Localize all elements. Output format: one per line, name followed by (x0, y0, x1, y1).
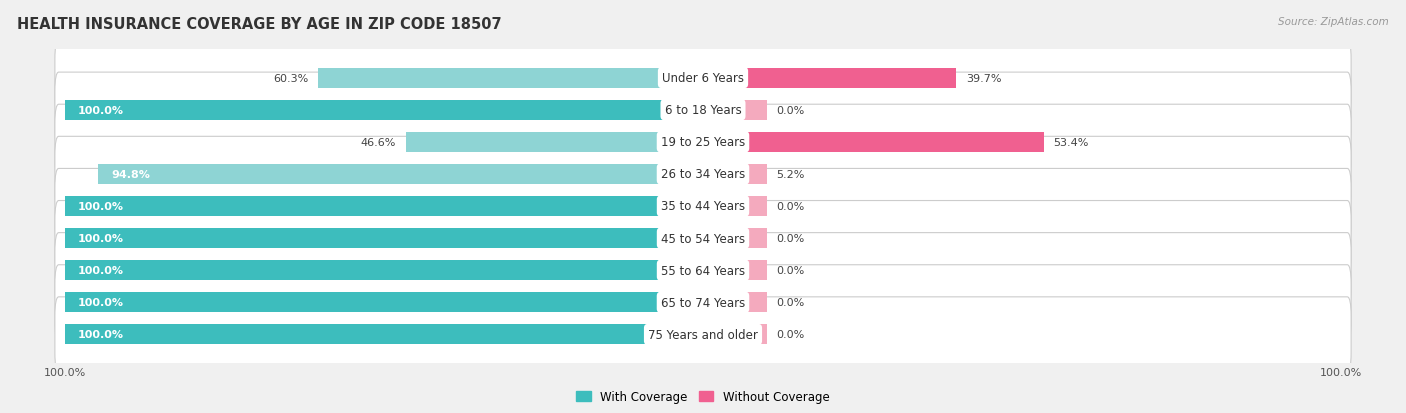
FancyBboxPatch shape (55, 201, 1351, 276)
Text: 60.3%: 60.3% (274, 74, 309, 83)
Text: 0.0%: 0.0% (776, 233, 804, 244)
FancyBboxPatch shape (55, 105, 1351, 180)
Bar (65, 293, 703, 313)
Text: 53.4%: 53.4% (1053, 138, 1088, 147)
Text: 100.0%: 100.0% (77, 330, 124, 339)
Text: 26 to 34 Years: 26 to 34 Years (661, 168, 745, 181)
Bar (318, 69, 703, 88)
Bar (65, 197, 703, 216)
Bar (703, 164, 766, 184)
Bar (406, 133, 703, 152)
Text: 19 to 25 Years: 19 to 25 Years (661, 136, 745, 149)
Text: 35 to 44 Years: 35 to 44 Years (661, 200, 745, 213)
Text: 0.0%: 0.0% (776, 202, 804, 211)
Text: 75 Years and older: 75 Years and older (648, 328, 758, 341)
Text: Under 6 Years: Under 6 Years (662, 72, 744, 85)
Text: 39.7%: 39.7% (966, 74, 1001, 83)
Text: 100.0%: 100.0% (77, 266, 124, 275)
Bar (703, 100, 766, 120)
Text: 94.8%: 94.8% (111, 169, 150, 180)
Text: 65 to 74 Years: 65 to 74 Years (661, 296, 745, 309)
Bar (703, 133, 1043, 152)
Text: 0.0%: 0.0% (776, 330, 804, 339)
Bar (703, 69, 956, 88)
Text: 45 to 54 Years: 45 to 54 Years (661, 232, 745, 245)
FancyBboxPatch shape (55, 41, 1351, 116)
Text: 100.0%: 100.0% (77, 298, 124, 308)
Bar (65, 100, 703, 120)
Text: 100.0%: 100.0% (77, 233, 124, 244)
Bar (65, 325, 703, 344)
FancyBboxPatch shape (55, 233, 1351, 308)
Text: 0.0%: 0.0% (776, 105, 804, 115)
Bar (703, 197, 766, 216)
Text: HEALTH INSURANCE COVERAGE BY AGE IN ZIP CODE 18507: HEALTH INSURANCE COVERAGE BY AGE IN ZIP … (17, 17, 502, 31)
Legend: With Coverage, Without Coverage: With Coverage, Without Coverage (572, 385, 834, 408)
Text: 5.2%: 5.2% (776, 169, 804, 180)
Bar (703, 229, 766, 249)
Text: 100.0%: 100.0% (77, 202, 124, 211)
Text: 0.0%: 0.0% (776, 298, 804, 308)
Bar (65, 261, 703, 280)
Bar (65, 229, 703, 249)
Bar (703, 261, 766, 280)
FancyBboxPatch shape (55, 137, 1351, 212)
FancyBboxPatch shape (55, 297, 1351, 372)
Text: 6 to 18 Years: 6 to 18 Years (665, 104, 741, 117)
FancyBboxPatch shape (55, 169, 1351, 244)
Text: Source: ZipAtlas.com: Source: ZipAtlas.com (1278, 17, 1389, 26)
FancyBboxPatch shape (55, 73, 1351, 148)
Text: 100.0%: 100.0% (77, 105, 124, 115)
Bar (703, 293, 766, 313)
Text: 55 to 64 Years: 55 to 64 Years (661, 264, 745, 277)
FancyBboxPatch shape (55, 265, 1351, 340)
Bar (98, 164, 703, 184)
Text: 46.6%: 46.6% (361, 138, 396, 147)
Bar (703, 325, 766, 344)
Text: 0.0%: 0.0% (776, 266, 804, 275)
